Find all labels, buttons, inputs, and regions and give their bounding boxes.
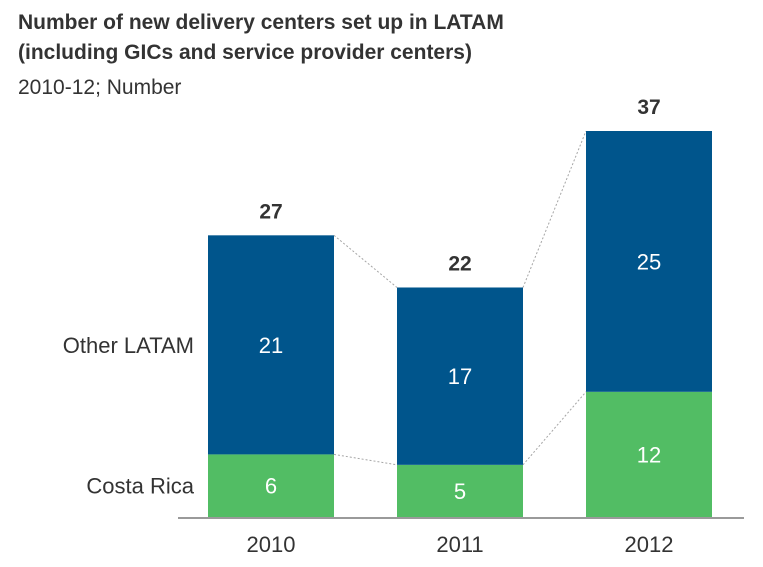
bar-segment-other-latam bbox=[586, 131, 712, 392]
total-label: 27 bbox=[259, 200, 282, 223]
connector-line bbox=[333, 453, 398, 466]
connector-line bbox=[333, 234, 398, 288]
chart-title-line-2: (including GICs and service provider cen… bbox=[18, 41, 472, 64]
data-label: 25 bbox=[637, 249, 661, 274]
chart-title-line-1: Number of new delivery centers set up in… bbox=[18, 11, 504, 34]
legend-label-other-latam: Other LATAM bbox=[63, 333, 194, 358]
chart-title: Number of new delivery centers set up in… bbox=[18, 8, 504, 68]
data-label: 21 bbox=[259, 333, 283, 358]
x-tick-label: 2012 bbox=[625, 532, 674, 557]
chart-subtitle: 2010-12; Number bbox=[18, 76, 182, 99]
bar-segment-costa-rica bbox=[586, 391, 712, 517]
connector-line bbox=[522, 130, 587, 288]
total-label: 37 bbox=[637, 96, 660, 119]
x-tick-label: 2010 bbox=[247, 532, 296, 557]
bar-segment-other-latam bbox=[208, 235, 334, 455]
data-label: 6 bbox=[265, 474, 277, 499]
data-label: 12 bbox=[637, 442, 661, 467]
bar-segment-costa-rica bbox=[397, 464, 523, 517]
legend-label-costa-rica: Costa Rica bbox=[86, 474, 194, 499]
data-label: 5 bbox=[454, 479, 466, 504]
bar-segment-other-latam bbox=[397, 287, 523, 465]
connector-line bbox=[522, 391, 587, 466]
total-label: 22 bbox=[448, 252, 471, 275]
bar-segment-costa-rica bbox=[208, 454, 334, 517]
data-label: 17 bbox=[448, 364, 472, 389]
x-tick-label: 2011 bbox=[436, 532, 483, 557]
